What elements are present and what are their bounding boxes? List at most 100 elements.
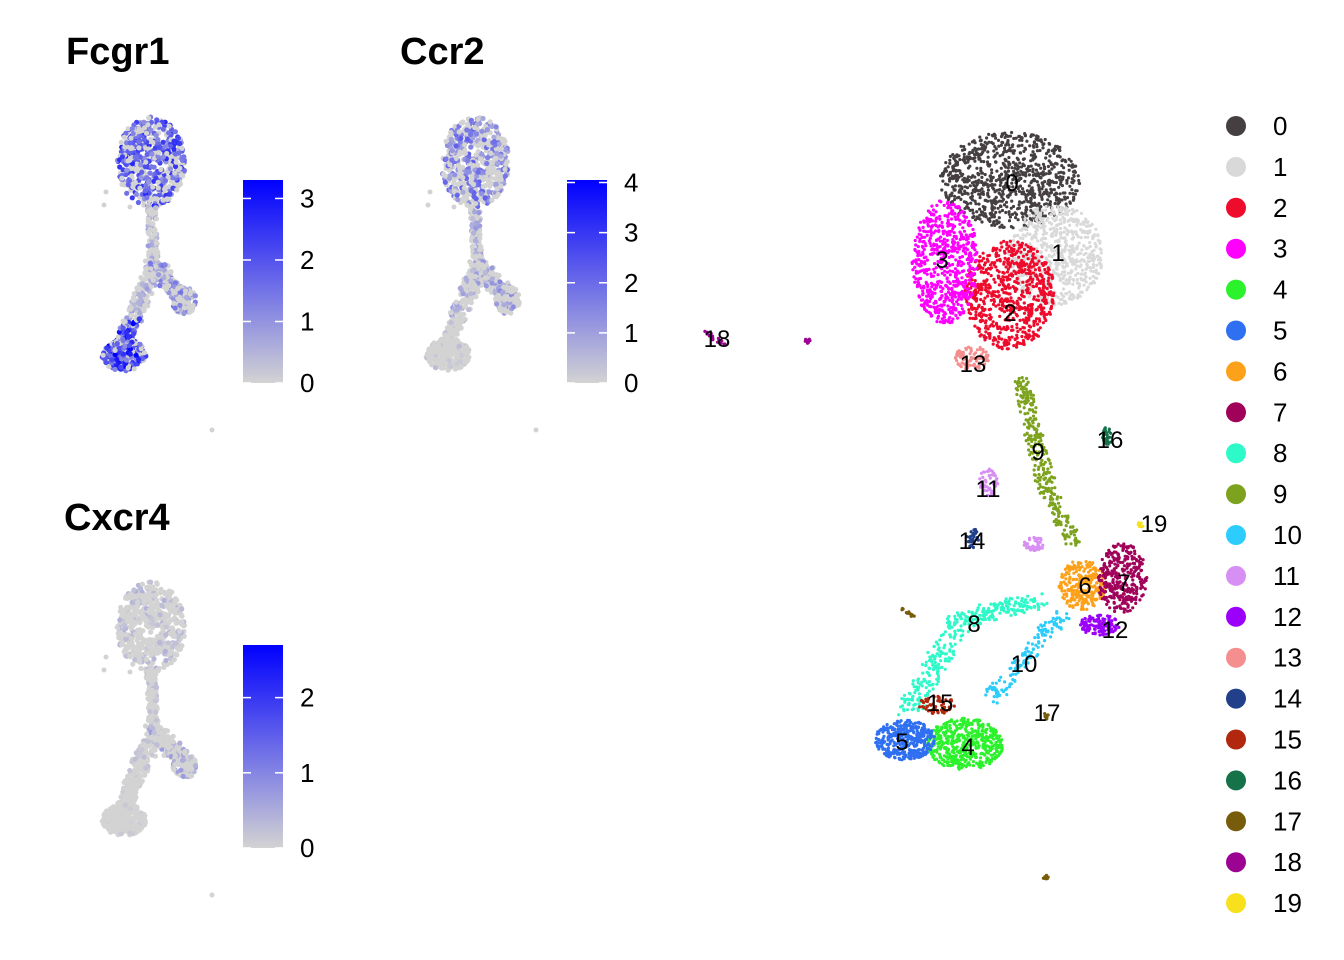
- cell-point: [146, 115, 152, 121]
- cell-point: [126, 333, 132, 339]
- cell-point: [172, 289, 178, 295]
- cxcr4-feature-plot: Cxcr4 012: [64, 497, 314, 898]
- cell-point: [139, 593, 145, 599]
- cell-point: [138, 162, 144, 168]
- cluster-0-point: [1035, 180, 1039, 184]
- cell-point: [177, 646, 184, 652]
- cell-point: [137, 310, 143, 316]
- cell-point: [136, 356, 142, 362]
- cluster-0-point: [996, 138, 1001, 142]
- cell-point: [153, 132, 159, 138]
- cell-point: [209, 892, 215, 898]
- cell-point: [146, 249, 153, 255]
- cluster-0-point: [960, 148, 965, 152]
- colorbar-tick-label: 2: [300, 683, 314, 713]
- cell-point: [136, 138, 142, 145]
- cluster-0-point: [1049, 187, 1053, 191]
- cell-point: [138, 665, 144, 672]
- cluster-0-point: [992, 220, 996, 224]
- cell-point: [143, 656, 150, 663]
- cell-point: [139, 356, 146, 362]
- cluster-0-point: [1043, 137, 1047, 142]
- cluster-0-point: [961, 158, 965, 162]
- cluster-0-point: [1044, 172, 1048, 176]
- cell-point: [460, 189, 466, 195]
- cell-point: [175, 135, 181, 141]
- cluster-0-point: [1054, 144, 1058, 148]
- cell-point: [436, 343, 442, 349]
- cluster-0-point: [1008, 162, 1012, 166]
- cell-point: [427, 189, 433, 195]
- cell-point: [497, 295, 503, 301]
- cluster-0-point: [983, 205, 987, 209]
- cell-point: [448, 348, 454, 354]
- cell-point: [104, 345, 110, 351]
- cluster-0-point: [1028, 144, 1032, 148]
- cell-point: [447, 175, 453, 181]
- cell-point: [454, 307, 460, 313]
- cell-point: [162, 262, 168, 268]
- cell-point: [172, 606, 178, 612]
- cell-point: [443, 156, 449, 162]
- cluster-0-point: [1039, 166, 1043, 170]
- colorbar-tick-label: 3: [300, 183, 314, 213]
- cell-point: [458, 135, 464, 142]
- cell-point: [141, 202, 147, 208]
- cluster-0-point: [1025, 139, 1029, 143]
- cell-point: [166, 588, 172, 594]
- cluster-0-point: [1044, 152, 1049, 156]
- cluster-0-point: [1020, 143, 1024, 147]
- cluster-0-point: [966, 202, 970, 206]
- cell-point: [138, 174, 144, 181]
- cluster-0-point: [1006, 138, 1010, 143]
- cell-point: [494, 171, 500, 177]
- cluster-0-point: [952, 155, 956, 160]
- cluster-0-point: [968, 208, 972, 212]
- cell-point: [147, 708, 153, 715]
- cell-point: [123, 643, 129, 650]
- cell-point: [498, 183, 504, 189]
- cell-point: [150, 672, 156, 678]
- cluster-0-point: [991, 175, 995, 179]
- cell-point: [157, 612, 163, 618]
- cell-point: [126, 342, 133, 349]
- cell-point: [472, 273, 479, 280]
- cell-point: [143, 159, 149, 165]
- cell-point: [123, 357, 130, 363]
- cell-point: [455, 197, 461, 203]
- cell-point: [148, 127, 154, 133]
- cell-point: [179, 613, 185, 619]
- cell-point: [182, 288, 189, 294]
- cluster-0-point: [944, 161, 948, 165]
- cell-point: [439, 365, 445, 371]
- cluster-0-point: [954, 159, 958, 163]
- cell-point: [139, 608, 145, 615]
- cell-point: [466, 354, 472, 360]
- cell-point: [141, 119, 147, 125]
- cell-point: [112, 351, 118, 358]
- cell-point: [167, 166, 174, 172]
- cell-point: [136, 316, 142, 322]
- cell-point: [487, 183, 493, 189]
- cell-point: [489, 275, 495, 282]
- cell-point: [180, 155, 187, 161]
- cell-point: [442, 341, 448, 347]
- cell-point: [474, 131, 480, 137]
- cell-point: [489, 265, 495, 271]
- cell-point: [137, 644, 144, 650]
- cluster-0-point: [1060, 159, 1064, 163]
- cluster-0-point: [1064, 202, 1068, 206]
- cluster-0-point: [1072, 195, 1076, 199]
- cell-point: [481, 137, 487, 143]
- cell-point: [501, 302, 507, 308]
- cell-point: [131, 301, 137, 307]
- cell-point: [451, 204, 457, 210]
- cluster-0-point: [1054, 195, 1058, 199]
- cell-point: [118, 831, 124, 837]
- cell-point: [489, 271, 495, 277]
- cluster-0-point: [1068, 191, 1072, 195]
- cell-point: [172, 761, 178, 768]
- cluster-0-point: [1002, 146, 1007, 150]
- cell-point: [498, 146, 504, 152]
- cell-point: [150, 184, 156, 190]
